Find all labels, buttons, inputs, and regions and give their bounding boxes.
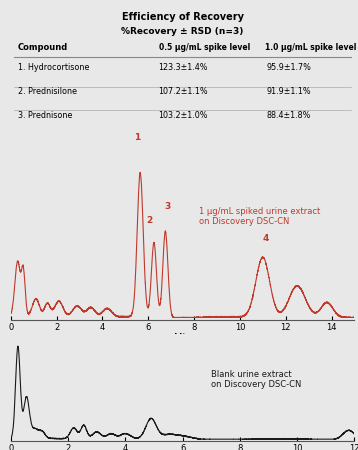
Text: 1 μg/mL spiked urine extract
on Discovery DSC-CN: 1 μg/mL spiked urine extract on Discover… [199, 207, 320, 226]
Text: 1.0 μg/mL spike level: 1.0 μg/mL spike level [265, 43, 357, 52]
Text: Compound: Compound [18, 43, 68, 52]
Text: 2: 2 [147, 216, 153, 225]
Text: 4: 4 [263, 234, 270, 243]
Text: 88.4±1.8%: 88.4±1.8% [267, 111, 311, 120]
Text: 2. Prednisilone: 2. Prednisilone [18, 87, 77, 96]
Text: 91.9±1.1%: 91.9±1.1% [267, 87, 311, 96]
Text: 0.5 μg/mL spike level: 0.5 μg/mL spike level [159, 43, 250, 52]
X-axis label: Min: Min [174, 333, 191, 343]
Text: Efficiency of Recovery: Efficiency of Recovery [122, 12, 243, 22]
Text: 103.2±1.0%: 103.2±1.0% [158, 111, 207, 120]
Text: 3: 3 [164, 202, 170, 211]
Text: 107.2±1.1%: 107.2±1.1% [158, 87, 207, 96]
Text: 1. Hydrocortisone: 1. Hydrocortisone [18, 63, 89, 72]
Text: Blank urine extract
on Discovery DSC-CN: Blank urine extract on Discovery DSC-CN [211, 370, 301, 389]
Text: %Recovery ± RSD (n=3): %Recovery ± RSD (n=3) [121, 27, 244, 36]
Text: 3. Prednisone: 3. Prednisone [18, 111, 72, 120]
Text: 1: 1 [134, 133, 140, 142]
Text: 123.3±1.4%: 123.3±1.4% [158, 63, 207, 72]
Text: 95.9±1.7%: 95.9±1.7% [267, 63, 311, 72]
